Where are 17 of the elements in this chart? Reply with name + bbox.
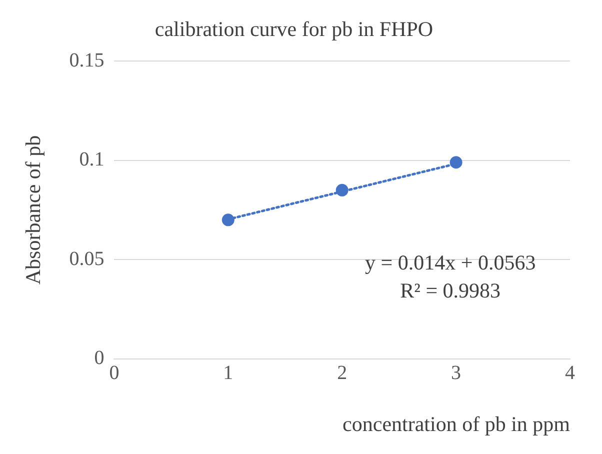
annotation: R² = 0.9983 bbox=[400, 278, 501, 303]
annotation: y = 0.014x + 0.0563 bbox=[365, 250, 536, 275]
chart-title: calibration curve for pb in FHPO bbox=[154, 17, 434, 42]
x-tick-label: 2 bbox=[337, 362, 348, 384]
x-tick-label: 4 bbox=[565, 362, 575, 384]
y-tick-label: 0.1 bbox=[79, 148, 104, 171]
x-tick-label: 3 bbox=[451, 362, 462, 384]
point bbox=[222, 214, 234, 226]
y-tick-label: 0.15 bbox=[69, 49, 104, 72]
y-tick-label: 0 bbox=[94, 347, 104, 370]
x-axis-title: concentration of pb in ppm bbox=[342, 412, 570, 436]
y-axis-title: Absorbance of pb bbox=[21, 135, 46, 285]
x-tick-label: 0 bbox=[109, 362, 120, 384]
point bbox=[336, 184, 348, 196]
point bbox=[450, 156, 462, 169]
y-tick-label: 0.05 bbox=[69, 248, 104, 270]
x-tick-label: 1 bbox=[223, 362, 234, 384]
